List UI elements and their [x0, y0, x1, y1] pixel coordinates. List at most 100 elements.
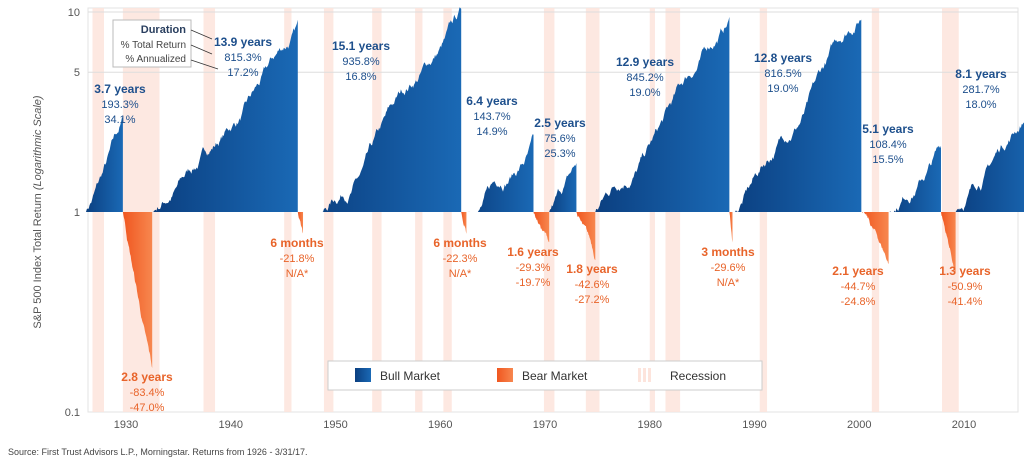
bear-label-total: -21.8% — [280, 253, 315, 265]
bear-label: 1.8 years -42.6% -27.2% — [566, 262, 618, 306]
market-areas — [85, 7, 1024, 368]
recession-band — [543, 8, 555, 412]
y-tick-label: 1 — [74, 207, 80, 219]
recession-band — [585, 8, 600, 412]
bull-label-total: 75.6% — [544, 133, 575, 145]
bull-label-duration: 12.8 years — [754, 51, 812, 65]
x-tick-label: 1980 — [638, 419, 662, 431]
legend-bull-label: Bull Market — [380, 369, 441, 383]
bear-label: 6 months -21.8% N/A* — [270, 236, 324, 280]
recession-band — [942, 8, 959, 412]
legend-recession-swatch — [638, 368, 651, 382]
x-tick-label: 2010 — [952, 419, 976, 431]
bear-label-annualized: N/A* — [286, 268, 309, 280]
bear-market-area — [576, 212, 596, 261]
bull-label-annualized: 14.9% — [476, 126, 507, 138]
bull-label-annualized: 34.1% — [104, 114, 135, 126]
bull-label: 12.9 years 845.2% 19.0% — [616, 55, 674, 99]
x-tick-label: 1970 — [533, 419, 557, 431]
bear-market-area — [861, 212, 889, 264]
bull-label-total: 193.3% — [101, 99, 139, 111]
y-tick-label: 5 — [74, 67, 80, 79]
bear-label-total: -44.7% — [841, 281, 876, 293]
bull-market-area — [466, 134, 534, 212]
bear-label-total: -42.6% — [575, 279, 610, 291]
market-labels: 3.7 years 193.3% 34.1% 13.9 years 815.3% 17.2… — [94, 35, 1007, 414]
bear-label-duration: 2.8 years — [121, 370, 173, 384]
x-tick-label: 1930 — [114, 419, 138, 431]
bear-label-annualized: -19.7% — [516, 277, 551, 289]
bear-label-duration: 6 months — [433, 236, 487, 250]
bear-label-annualized: -27.2% — [575, 294, 610, 306]
bull-market-area — [595, 16, 730, 213]
bull-label-duration: 13.9 years — [214, 35, 272, 49]
key-duration: Duration — [141, 24, 187, 36]
bear-market-area — [533, 212, 550, 243]
bull-market-area — [732, 19, 862, 212]
bull-label-total: 935.8% — [342, 56, 380, 68]
gridlines — [88, 11, 1018, 73]
bear-market-area — [122, 212, 153, 368]
bull-label: 8.1 years 281.7% 18.0% — [955, 67, 1007, 111]
source-note: Source: First Trust Advisors L.P., Morni… — [8, 447, 307, 457]
bear-label-total: -29.3% — [516, 262, 551, 274]
bear-label: 2.8 years -83.4% -47.0% — [121, 370, 173, 414]
recession-band — [122, 8, 160, 412]
bull-label-annualized: 19.0% — [629, 87, 660, 99]
bull-label-annualized: 25.3% — [544, 148, 575, 160]
x-tick-label: 1990 — [742, 419, 766, 431]
bear-label-duration: 1.8 years — [566, 262, 618, 276]
bull-market-area — [549, 163, 577, 212]
duration-key: Duration % Total Return % Annualized — [112, 19, 219, 70]
bull-label-duration: 2.5 years — [534, 116, 586, 130]
bear-label: 3 months -29.6% N/A* — [701, 245, 755, 289]
bear-label-duration: 6 months — [270, 236, 324, 250]
bull-label-annualized: 18.0% — [965, 99, 996, 111]
bear-label-annualized: N/A* — [449, 268, 472, 280]
key-annualized: % Annualized — [125, 54, 186, 65]
bear-label-annualized: -41.4% — [948, 296, 983, 308]
bull-market-area — [85, 117, 123, 212]
bull-label-total: 816.5% — [764, 68, 802, 80]
bear-market-area — [940, 212, 956, 274]
bull-label-total: 815.3% — [224, 52, 262, 64]
bear-label: 1.3 years -50.9% -41.4% — [939, 264, 991, 308]
bull-label-total: 281.7% — [962, 84, 1000, 96]
x-tick-label: 1940 — [219, 419, 243, 431]
bull-label-duration: 8.1 years — [955, 67, 1007, 81]
y-axis-label-main: S&P 500 Index Total Return — [32, 193, 44, 328]
bear-label: 2.1 years -44.7% -24.8% — [832, 264, 884, 308]
bull-market-area — [888, 145, 941, 212]
bull-label-duration: 15.1 years — [332, 39, 390, 53]
bear-label-duration: 1.6 years — [507, 245, 559, 259]
bear-label-total: -50.9% — [948, 281, 983, 293]
bull-label: 5.1 years 108.4% 15.5% — [862, 122, 914, 166]
bull-market-area — [152, 19, 298, 213]
legend-bear-label: Bear Market — [522, 369, 588, 383]
legend-recession-label: Recession — [670, 369, 726, 383]
bull-label-total: 845.2% — [626, 72, 664, 84]
bull-label-total: 108.4% — [869, 139, 907, 151]
bull-label-total: 143.7% — [473, 111, 511, 123]
bull-label: 12.8 years 816.5% 19.0% — [754, 51, 812, 95]
bull-label-duration: 3.7 years — [94, 82, 146, 96]
key-total-return: % Total Return — [121, 40, 186, 51]
y-tick-label: 0.1 — [65, 407, 80, 419]
bear-label-total: -29.6% — [711, 262, 746, 274]
bear-label-annualized: -24.8% — [841, 296, 876, 308]
bear-label-annualized: N/A* — [717, 277, 740, 289]
y-tick-label: 10 — [68, 7, 80, 19]
bull-market-area — [955, 122, 1024, 212]
recession-band — [871, 8, 880, 412]
legend-bull-swatch — [355, 368, 371, 382]
bull-label-duration: 12.9 years — [616, 55, 674, 69]
bear-market-area — [461, 212, 467, 234]
bear-label-total: -22.3% — [443, 253, 478, 265]
y-axis-label: S&P 500 Index Total Return (Logarithmic … — [32, 95, 44, 329]
x-tick-label: 1960 — [428, 419, 452, 431]
bull-label: 6.4 years 143.7% 14.9% — [466, 94, 518, 138]
bull-label-annualized: 17.2% — [227, 67, 258, 79]
bear-label-total: -83.4% — [130, 387, 165, 399]
bull-label-duration: 6.4 years — [466, 94, 518, 108]
